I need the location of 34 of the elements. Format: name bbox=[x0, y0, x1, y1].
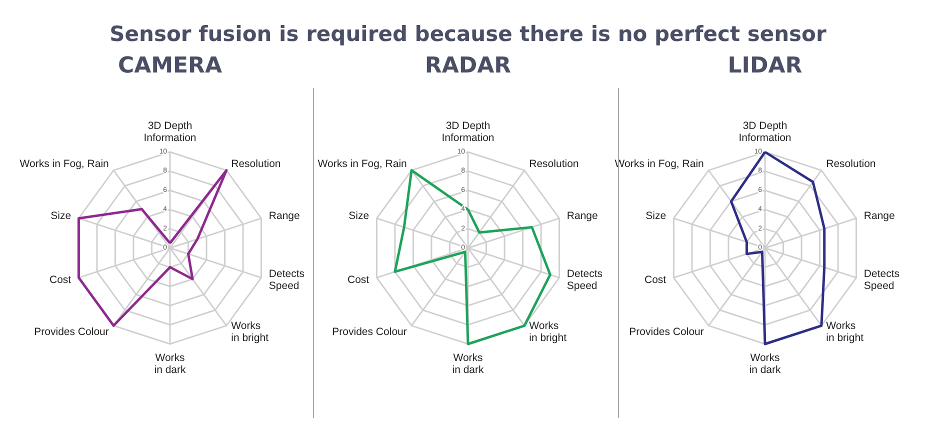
spoke-label: Range bbox=[864, 210, 896, 222]
chart-title: LIDAR bbox=[728, 54, 802, 78]
spoke-label: Cost bbox=[347, 274, 370, 286]
spoke-label: Works in Fog, Rain bbox=[614, 158, 704, 170]
spoke-label: Works in bright bbox=[826, 320, 864, 344]
spoke-label: Detects Speed bbox=[864, 268, 900, 292]
spoke-label: Range bbox=[268, 210, 300, 222]
spoke-label: Works in Fog, Rain bbox=[20, 158, 110, 170]
chart-title: CAMERA bbox=[118, 54, 222, 78]
spoke-label: Resolution bbox=[826, 158, 876, 170]
spoke-label: Resolution bbox=[529, 158, 579, 170]
spoke-label: Size bbox=[646, 210, 666, 222]
spoke-label: Resolution bbox=[231, 158, 281, 170]
spoke-label: Cost bbox=[49, 274, 72, 286]
spoke-label: Size bbox=[348, 210, 370, 222]
spoke-label: Detects Speed bbox=[268, 268, 305, 292]
spoke-label: Works in bright bbox=[231, 320, 269, 344]
spoke-label: Works in bright bbox=[529, 320, 567, 344]
spoke-label: Range bbox=[566, 210, 598, 222]
spoke-label: Works in Fog, Rain bbox=[318, 158, 408, 170]
spoke-label: 3D Depth Information bbox=[144, 120, 196, 144]
spoke-label: Provides Colour bbox=[629, 326, 704, 338]
spoke-label: Size bbox=[50, 210, 72, 222]
spoke-label: 3D Depth Information bbox=[442, 120, 494, 144]
spoke-label: Provides Colour bbox=[332, 326, 408, 338]
spoke-label: Provides Colour bbox=[34, 326, 110, 338]
spoke-label: Works in dark bbox=[154, 352, 187, 376]
text: Sensor fusion is required because there is no perfect sensor bbox=[108, 22, 828, 46]
chart-title: RADAR bbox=[424, 54, 512, 78]
spoke-label: Works in dark bbox=[452, 352, 485, 376]
spoke-label: Works in dark bbox=[749, 352, 782, 376]
spoke-label: Cost bbox=[644, 274, 666, 286]
spoke-label: Detects Speed bbox=[566, 268, 603, 292]
spoke-label: 3D Depth Information bbox=[738, 120, 792, 144]
